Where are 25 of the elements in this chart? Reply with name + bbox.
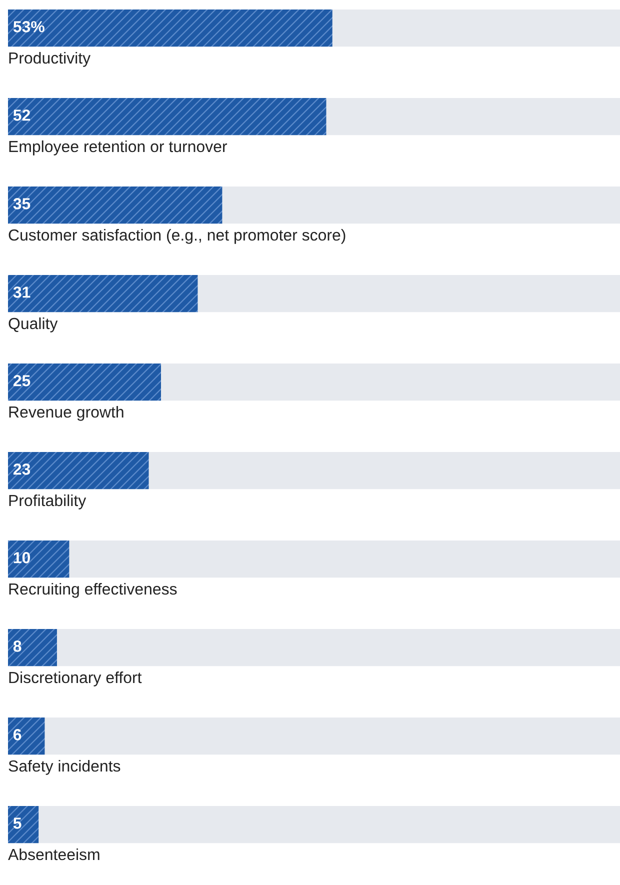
data-label: 8 <box>13 640 22 652</box>
bar <box>8 540 70 578</box>
y-tick-label: Absenteeism <box>8 848 100 860</box>
bar <box>8 717 45 755</box>
y-tick-label: Recruiting effectiveness <box>9 582 177 598</box>
data-label: 5 <box>13 818 22 829</box>
y-tick-label: Employee retention or turnover <box>9 140 228 156</box>
data-label: 31 <box>13 286 30 298</box>
y-tick-label: Quality <box>8 317 58 332</box>
data-label: 6 <box>13 729 22 740</box>
y-tick-label: Profitability <box>9 494 86 510</box>
bar <box>8 628 57 666</box>
data-label: 23 <box>13 464 30 475</box>
data-label: 35 <box>13 198 30 210</box>
y-tick-label: Productivity <box>9 52 91 67</box>
bar <box>8 806 39 844</box>
data-label: 10 <box>14 552 30 564</box>
y-tick-label: Customer satisfaction (e.g., net promoter score) <box>8 228 346 244</box>
data-label: 52 <box>13 110 30 121</box>
data-label: 53% <box>13 21 44 32</box>
y-tick-label: Discretionary effort <box>9 671 142 686</box>
y-tick-label: Revenue growth <box>9 406 124 421</box>
data-label: 25 <box>13 375 30 386</box>
y-tick-label: Safety incidents <box>8 760 120 775</box>
bar <box>8 452 149 490</box>
